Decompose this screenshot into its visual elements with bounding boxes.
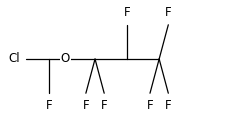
Text: Cl: Cl <box>8 53 19 65</box>
Text: F: F <box>165 99 172 112</box>
Text: F: F <box>83 99 89 112</box>
Text: F: F <box>46 99 52 112</box>
Text: F: F <box>165 6 172 19</box>
Text: F: F <box>147 99 153 112</box>
Text: O: O <box>61 53 70 65</box>
Text: F: F <box>101 99 107 112</box>
Text: F: F <box>124 6 130 19</box>
